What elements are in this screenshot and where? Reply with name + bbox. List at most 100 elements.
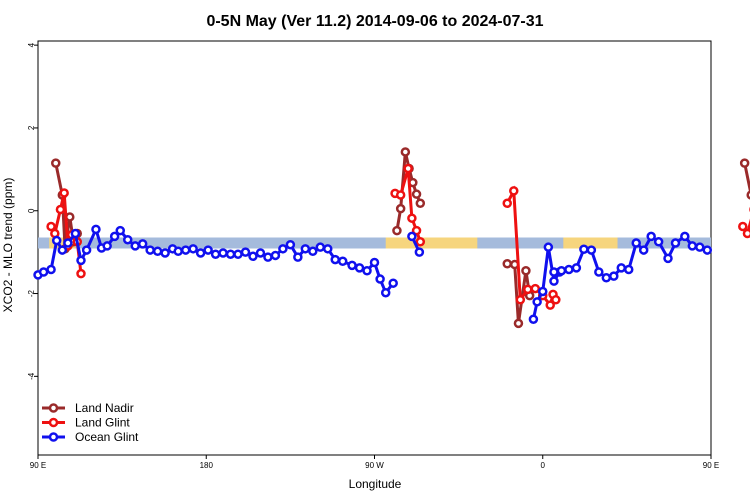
legend-land-glint-label: Land Glint	[75, 416, 130, 430]
ocean-glint-point	[263, 252, 273, 262]
land-glint-point	[411, 225, 422, 236]
ocean-glint-point	[323, 244, 333, 254]
ocean-glint-point	[571, 263, 582, 273]
land-nadir-point	[395, 203, 406, 214]
ocean-glint-point	[579, 244, 589, 254]
land-nadir-line	[743, 162, 750, 199]
ocean-glint-point	[653, 237, 664, 247]
ocean-glint-point	[564, 264, 574, 275]
ocean-glint-point	[362, 266, 372, 276]
ocean-glint-point	[638, 245, 649, 255]
land-glint-point	[55, 204, 66, 215]
land-glint-point	[551, 295, 561, 305]
ocean-glint-point	[556, 266, 567, 276]
land-nadir-point	[521, 266, 531, 276]
ocean-glint-point	[663, 253, 673, 264]
ocean-glint-point	[347, 260, 357, 271]
ocean-glint-point	[680, 231, 690, 242]
ocean-glint-point	[160, 248, 170, 258]
land-glint-point	[415, 237, 426, 247]
chart-title: 0-5N May (Ver 11.2) 2014-09-06 to 2024-0…	[206, 13, 543, 30]
ocean-glint-point	[240, 247, 251, 257]
land-glint-point	[530, 283, 541, 294]
ocean-glint-point	[586, 245, 597, 255]
x-tick-label: 180	[200, 461, 214, 470]
land-glint-point	[509, 186, 519, 196]
ocean-glint-point	[380, 287, 391, 298]
land-glint-point	[46, 221, 56, 232]
ocean-glint-point	[278, 244, 288, 254]
ocean-glint-point	[549, 267, 559, 277]
ocean-glint-point	[407, 231, 417, 242]
land-glint-point	[502, 198, 512, 209]
ocean-glint-point	[76, 255, 86, 266]
ocean-glint-point	[255, 248, 266, 258]
ocean-glint-point	[388, 278, 398, 288]
land-nadir-point	[51, 158, 61, 168]
ocean-glint-point	[210, 249, 221, 259]
ocean-glint-point	[81, 245, 92, 255]
land-glint-point	[76, 268, 86, 279]
ocean-glint-point	[188, 244, 198, 254]
ocean-glint-point	[315, 242, 326, 252]
ocean-glint-point	[330, 254, 340, 265]
legend-land-glint-marker	[48, 417, 59, 428]
ocean-glint-point	[293, 252, 303, 262]
land-glint-point	[545, 300, 555, 310]
land-glint-point	[407, 213, 417, 223]
ocean-glint-point	[91, 224, 101, 235]
x-tick-label: 90 E	[703, 461, 719, 470]
ocean-glint-point	[702, 245, 713, 255]
legend-ocean-glint-label: Ocean Glint	[75, 430, 139, 444]
ocean-glint-point	[46, 264, 56, 275]
ocean-glint-point	[695, 242, 705, 252]
land-glint-point	[59, 188, 69, 198]
ocean-glint-point	[270, 250, 281, 261]
ocean-glint-point	[308, 246, 318, 257]
ocean-glint-point	[173, 246, 183, 257]
ocean-glint-point	[115, 225, 126, 236]
ocean-glint-point	[375, 274, 385, 284]
ocean-glint-point	[38, 267, 49, 277]
ocean-glint-point	[109, 231, 120, 242]
y-axis-label: XCO2 - MLO trend (ppm)	[1, 178, 15, 313]
x-tick-label: 90 E	[30, 461, 46, 470]
y-tick-label: 0	[27, 208, 36, 213]
ocean-glint-point	[646, 231, 656, 242]
ocean-glint-point	[122, 234, 133, 245]
legend-land-nadir-marker	[48, 403, 59, 413]
ocean-glint-point	[203, 245, 213, 255]
land-nadir-point	[392, 225, 402, 236]
ocean-glint-point	[130, 241, 140, 251]
ocean-glint-point	[414, 247, 425, 257]
ocean-glint-point	[532, 297, 542, 307]
ocean-glint-point	[218, 248, 228, 258]
land-glint-point	[742, 228, 750, 239]
x-tick-label: 90 W	[365, 461, 384, 470]
ocean-glint-point	[102, 241, 112, 251]
ocean-glint-point	[538, 286, 548, 297]
ocean-glint-point	[528, 314, 539, 324]
land-nadir-point	[415, 198, 426, 209]
ocean-glint-point	[601, 273, 612, 283]
ocean-glint-point	[51, 235, 62, 246]
ocean-glint-point	[337, 256, 348, 266]
ocean-glint-point	[63, 238, 73, 248]
ocean-glint-point	[300, 244, 311, 254]
y-tick-label: -2	[27, 289, 36, 297]
land-nadir-point	[411, 189, 422, 199]
ocean-glint-point	[137, 239, 148, 249]
land-nadir-point	[400, 147, 411, 157]
legend-land-nadir-label: Land Nadir	[75, 401, 134, 415]
ocean-glint-point	[609, 271, 619, 281]
ocean-glint-point	[631, 238, 641, 248]
ocean-glint-point	[285, 239, 296, 250]
y-tick-label: 2	[27, 125, 36, 130]
ocean-glint-point	[225, 249, 236, 259]
ocean-glint-point	[687, 241, 698, 251]
ocean-glint-point	[145, 245, 155, 255]
ocean-glint-point	[670, 238, 681, 248]
legend-ocean-glint-marker	[48, 432, 59, 442]
